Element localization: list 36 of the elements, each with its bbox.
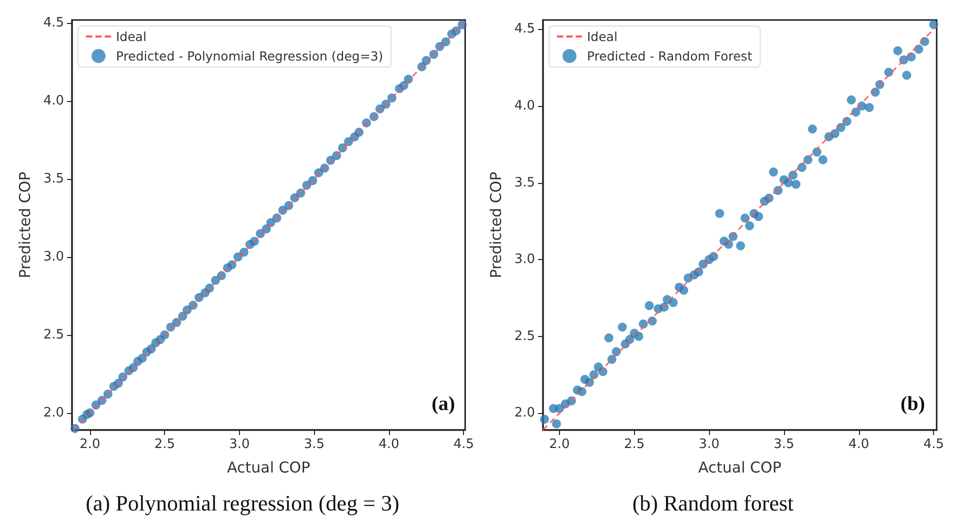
x-tick-label: 4.5 <box>923 437 944 452</box>
annotation: (b) <box>900 393 926 415</box>
x-tick-label: 4.5 <box>453 437 474 452</box>
y-tick-label: 4.5 <box>514 22 535 37</box>
legend-label: Predicted - Polynomial Regression (deg=3) <box>116 48 384 64</box>
x-axis-title: Actual COP <box>698 458 782 476</box>
x-tick-label: 4.0 <box>378 437 400 452</box>
y-tick-label: 2.0 <box>43 405 64 420</box>
legend-label: Ideal <box>116 29 146 44</box>
x-tick-label: 2.0 <box>80 437 100 452</box>
y-axis-title: Predicted COP <box>16 172 34 278</box>
x-axis-title: Actual COP <box>227 458 310 476</box>
x-tick-label: 2.5 <box>624 437 645 452</box>
x-tick-label: 3.5 <box>774 437 794 452</box>
y-tick-label: 2.0 <box>514 406 535 421</box>
y-tick-label: 3.5 <box>43 172 64 187</box>
y-tick-label: 4.5 <box>43 16 64 31</box>
x-tick-label: 2.0 <box>549 437 570 452</box>
x-tick-label: 3.0 <box>229 437 250 452</box>
y-tick-label: 3.5 <box>514 175 535 190</box>
y-tick-label: 3.0 <box>43 249 64 264</box>
y-tick-label: 3.0 <box>514 252 535 268</box>
y-tick-label: 4.0 <box>43 94 64 109</box>
legend-label: Ideal <box>587 29 618 44</box>
y-tick-label: 2.5 <box>43 327 64 342</box>
x-tick-label: 3.5 <box>304 437 325 452</box>
x-tick-label: 3.0 <box>698 437 720 452</box>
legend-label: Predicted - Random Forest <box>587 48 752 64</box>
x-tick-label: 4.0 <box>848 437 870 452</box>
y-tick-label: 4.0 <box>514 98 535 114</box>
x-tick-label: 2.5 <box>154 437 176 452</box>
text: (b) Random forest <box>632 490 794 516</box>
text: (a) Polynomial regression (deg = 3) <box>86 490 400 516</box>
y-axis-title: Predicted COP <box>486 172 505 278</box>
y-tick-label: 2.5 <box>514 328 535 344</box>
annotation: (a) <box>432 393 456 415</box>
